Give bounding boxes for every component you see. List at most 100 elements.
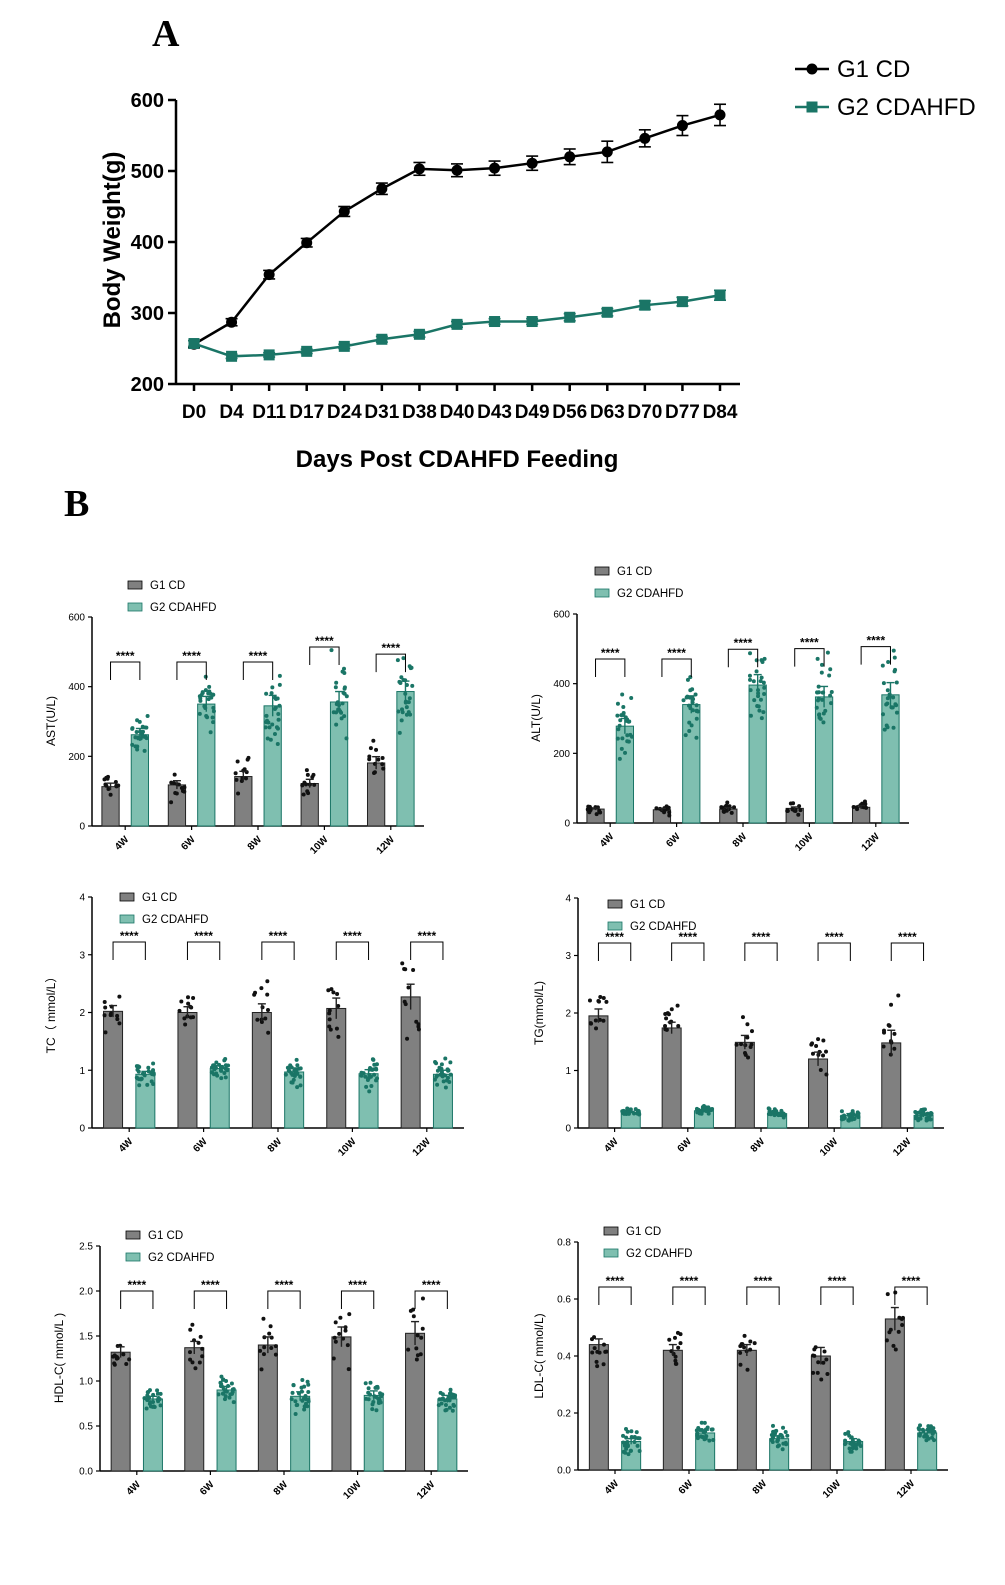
data-dot	[742, 1051, 747, 1056]
data-dot	[366, 1386, 371, 1391]
data-point	[413, 328, 425, 340]
data-dot	[109, 1011, 114, 1016]
data-dot	[381, 766, 386, 771]
data-dot	[142, 748, 147, 753]
data-dot	[695, 1108, 700, 1113]
data-dot	[667, 810, 672, 815]
data-dot	[405, 1036, 410, 1041]
data-dot	[172, 772, 177, 777]
data-dot	[155, 1388, 160, 1393]
data-dot	[290, 1072, 295, 1077]
data-dot	[368, 1392, 373, 1397]
significance-bracket	[414, 1290, 448, 1309]
data-dot	[825, 1371, 830, 1376]
data-dot	[811, 1370, 816, 1375]
significance-label: ****	[754, 1274, 773, 1288]
data-dot	[696, 1425, 701, 1430]
legend-label-cd: G1 CD	[148, 1230, 183, 1242]
data-point	[263, 269, 275, 281]
data-dot	[367, 1089, 372, 1094]
data-dot	[134, 1075, 139, 1080]
data-dot	[884, 723, 889, 728]
data-dot	[406, 985, 411, 990]
data-dot	[822, 1349, 827, 1354]
significance-bracket	[890, 942, 925, 961]
significance-bracket	[598, 1286, 632, 1305]
data-dot	[443, 1056, 448, 1061]
bar	[588, 1344, 609, 1471]
data-dot	[452, 1403, 457, 1408]
data-dot	[374, 1078, 379, 1083]
data-dot	[701, 1103, 706, 1108]
data-dot	[675, 1330, 680, 1335]
data-dot	[263, 1016, 268, 1021]
data-dot	[182, 789, 187, 794]
data-dot	[438, 1390, 443, 1395]
data-dot	[268, 737, 273, 742]
data-dot	[236, 791, 241, 796]
data-dot	[179, 999, 184, 1004]
data-dot	[705, 1425, 710, 1430]
data-dot	[169, 800, 174, 805]
data-point	[714, 109, 726, 121]
data-point	[526, 316, 538, 328]
significance-label: ****	[800, 636, 819, 650]
data-dot	[595, 1364, 600, 1369]
data-point	[639, 132, 651, 144]
data-dot	[587, 998, 592, 1003]
y-tick-label: 400	[553, 679, 570, 690]
data-dot	[340, 669, 345, 674]
data-dot	[210, 715, 215, 720]
data-dot	[140, 1071, 145, 1076]
legend-marker-cd	[806, 63, 818, 75]
data-dot	[625, 1443, 630, 1448]
significance-label: ****	[422, 1278, 441, 1292]
data-dot	[917, 1433, 922, 1438]
data-dot	[193, 1366, 198, 1371]
data-dot	[889, 1002, 894, 1007]
data-dot	[415, 1333, 420, 1338]
legend-swatch-cd	[125, 1230, 141, 1240]
legend-marker-cdahfd	[806, 101, 818, 113]
data-dot	[825, 650, 830, 655]
data-dot	[887, 1330, 892, 1335]
data-dot	[218, 1380, 223, 1385]
data-point	[226, 350, 238, 362]
data-dot	[361, 1071, 366, 1076]
legend-swatch-cdahfd	[119, 914, 135, 924]
data-dot	[273, 696, 278, 701]
data-point	[451, 318, 463, 330]
data-dot	[634, 1430, 639, 1435]
significance-bracket	[112, 941, 146, 960]
data-dot	[893, 702, 898, 707]
data-dot	[270, 722, 275, 727]
data-dot	[824, 1072, 829, 1077]
data-dot	[702, 1435, 707, 1440]
data-dot	[130, 742, 135, 747]
y-tick-label: 2	[565, 1009, 571, 1020]
data-dot	[108, 792, 113, 797]
data-dot	[439, 1062, 444, 1067]
data-dot	[762, 685, 767, 690]
data-dot	[306, 1382, 311, 1387]
data-dot	[885, 1292, 890, 1297]
data-dot	[339, 710, 344, 715]
x-tick-label: D43	[477, 402, 512, 423]
data-dot	[663, 1023, 668, 1028]
x-tick-label: 10W	[336, 1136, 359, 1159]
data-dot	[342, 686, 347, 691]
data-dot	[818, 1068, 823, 1073]
data-dot	[115, 1013, 120, 1018]
data-dot	[625, 1106, 630, 1111]
data-dot	[694, 703, 699, 708]
bar	[588, 1015, 609, 1129]
y-axis-title: TC（ mmol/L）	[44, 971, 58, 1054]
data-dot	[414, 1019, 419, 1024]
legend-swatch-cd	[594, 566, 610, 576]
data-dot	[374, 1062, 379, 1067]
bar	[400, 996, 421, 1129]
significance-label: ****	[120, 929, 139, 943]
data-dot	[891, 648, 896, 653]
data-dot	[243, 776, 248, 781]
data-dot	[130, 726, 135, 731]
